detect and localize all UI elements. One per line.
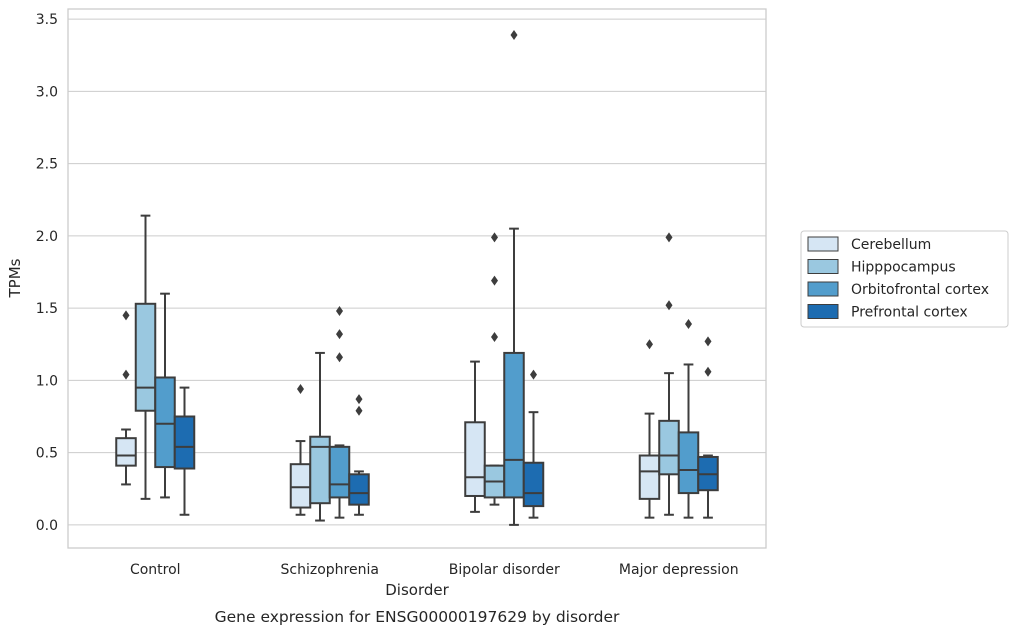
box-group xyxy=(115,310,137,486)
y-tick-label: 3.5 xyxy=(36,12,58,28)
legend-label: Cerebellum xyxy=(851,237,931,253)
legend-swatch xyxy=(807,304,839,319)
box-group xyxy=(697,336,719,519)
y-tick-label: 1.0 xyxy=(36,373,58,389)
outlier-point xyxy=(297,384,304,395)
box xyxy=(348,473,370,506)
y-axis-label: TPMs xyxy=(6,258,24,298)
box xyxy=(503,351,525,499)
box xyxy=(677,431,700,495)
box xyxy=(658,419,680,476)
box xyxy=(638,454,661,500)
box-group xyxy=(677,319,700,519)
legend-swatch xyxy=(807,281,839,297)
x-tick-label: Schizophrenia xyxy=(281,562,379,578)
outlier-point xyxy=(704,366,712,377)
y-tick-label: 2.0 xyxy=(36,229,58,245)
x-axis-label: Disorder xyxy=(385,581,449,599)
outlier-point xyxy=(336,329,343,340)
box-group xyxy=(522,369,545,519)
box-group xyxy=(173,386,196,516)
box xyxy=(134,302,157,412)
box xyxy=(289,463,312,509)
x-tick-label: Control xyxy=(130,562,181,578)
outlier-point xyxy=(665,300,673,311)
x-tick-label: Major depression xyxy=(619,562,739,578)
box xyxy=(115,437,137,467)
box-group xyxy=(483,232,506,506)
outlier-point xyxy=(336,306,343,317)
box-group xyxy=(309,351,331,522)
outlier-point xyxy=(685,319,692,330)
box-group xyxy=(328,306,351,519)
box xyxy=(328,445,351,499)
x-tick-labels: Control Schizophrenia Bipolar disorder Majo… xyxy=(130,562,739,578)
box-group xyxy=(464,360,486,513)
legend: Cerebellum Hipppocampus Orbitofrontal cort… xyxy=(800,230,1009,328)
box-group xyxy=(154,292,176,499)
legend-swatch xyxy=(807,259,839,274)
legend-frame xyxy=(800,230,1009,328)
outlier-point xyxy=(491,275,498,286)
outlier-point xyxy=(122,310,130,321)
outlier-point xyxy=(530,369,537,380)
box-group xyxy=(289,384,312,516)
legend-swatch xyxy=(807,236,839,252)
chart-caption: Gene expression for ENSG00000197629 by d… xyxy=(215,608,620,626)
legend-items: Cerebellum Hipppocampus Orbitofrontal cort… xyxy=(807,236,989,321)
outlier-point xyxy=(510,30,518,41)
outlier-point xyxy=(355,394,363,405)
outlier-point xyxy=(122,369,130,380)
legend-label: Orbitofrontal cortex xyxy=(851,282,989,298)
y-tick-label: 0.5 xyxy=(36,446,58,462)
box xyxy=(464,421,486,497)
outlier-point xyxy=(491,232,498,243)
y-tick-labels: 0.0 0.5 1.0 1.5 2.0 2.5 3.0 3.5 xyxy=(36,12,58,534)
box xyxy=(522,461,545,508)
legend-label: Hipppocampus xyxy=(851,260,956,276)
outlier-point xyxy=(665,232,673,243)
legend-label: Prefrontal cortex xyxy=(851,305,968,321)
box-group xyxy=(134,214,157,500)
y-tick-label: 1.5 xyxy=(36,301,58,317)
box-group xyxy=(348,394,370,516)
y-tick-label: 3.0 xyxy=(36,84,58,100)
outlier-point xyxy=(336,352,343,363)
box-group xyxy=(658,232,680,516)
box-group xyxy=(503,30,525,526)
box xyxy=(154,376,176,469)
outlier-point xyxy=(355,405,363,416)
plot-frame xyxy=(67,8,767,549)
outlier-point xyxy=(646,339,653,350)
y-tick-label: 2.5 xyxy=(36,157,58,173)
box-group xyxy=(638,339,661,519)
box xyxy=(173,415,196,470)
box-series xyxy=(115,30,719,526)
x-tick-label: Bipolar disorder xyxy=(449,562,560,578)
outlier-point xyxy=(704,336,712,347)
y-tick-label: 0.0 xyxy=(36,518,58,534)
outlier-point xyxy=(491,332,498,343)
